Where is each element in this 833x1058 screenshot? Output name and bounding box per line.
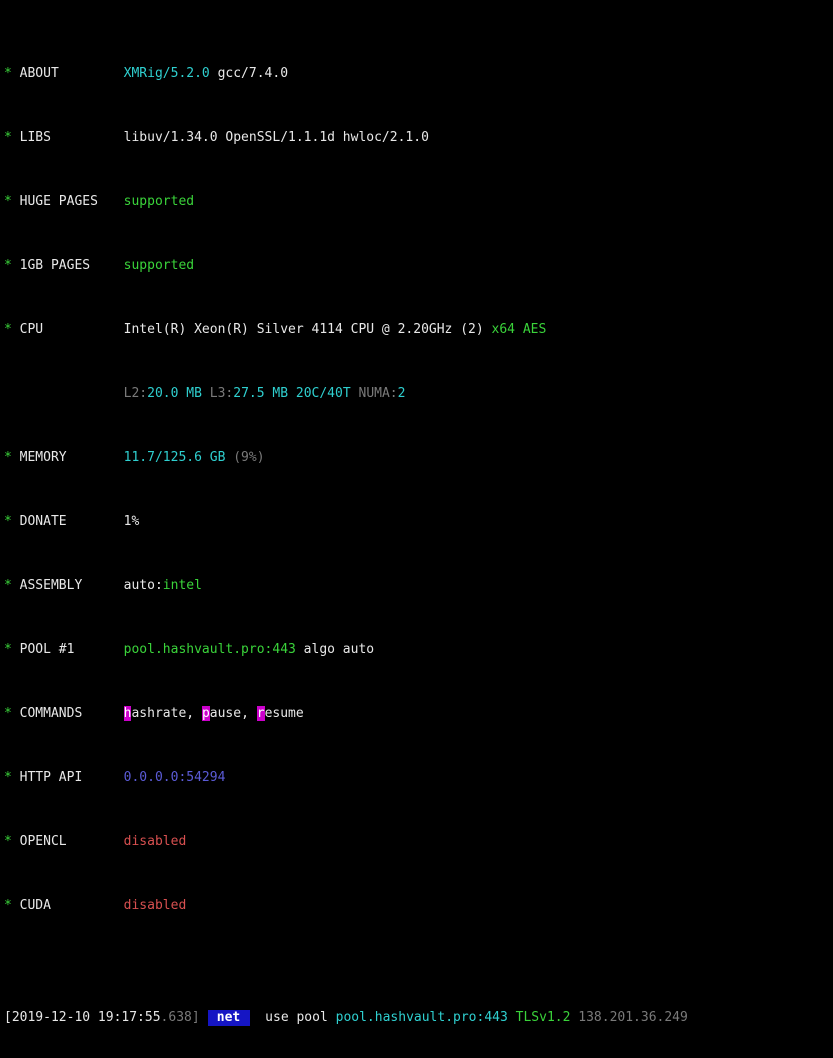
cpu-l2-key: L2:: [123, 386, 148, 401]
bullet-icon: *: [4, 130, 12, 145]
banner-row-huge-pages: * HUGE PAGES supported: [4, 194, 833, 210]
bullet-icon: *: [4, 194, 12, 209]
banner-label-about: ABOUT: [19, 66, 59, 81]
log-msg: use pool: [265, 1010, 328, 1025]
cpu-l3-value: 27.5 MB: [233, 386, 289, 401]
log-tag-net: net: [207, 1010, 250, 1026]
log-timestamp-ms: .638]: [160, 1010, 200, 1025]
bullet-icon: *: [4, 258, 12, 273]
banner-label-commands: COMMANDS: [19, 706, 83, 721]
banner-row-1gb-pages: * 1GB PAGES supported: [4, 258, 833, 274]
banner-label-http-api: HTTP API: [19, 770, 83, 785]
cpu-sockets: (2): [460, 322, 484, 337]
command-pause-rest: ause,: [209, 706, 249, 721]
command-hashrate-rest: ashrate,: [131, 706, 195, 721]
banner-label-libs: LIBS: [19, 130, 51, 145]
pool-algo: algo auto: [303, 642, 375, 657]
bullet-icon: *: [4, 578, 12, 593]
banner-row-about: * ABOUT XMRig/5.2.0 gcc/7.4.0: [4, 66, 833, 82]
banner-label-cuda: CUDA: [19, 898, 51, 913]
banner-label-pool: POOL #1: [19, 642, 75, 657]
banner-row-memory: * MEMORY 11.7/125.6 GB (9%): [4, 450, 833, 466]
banner-label-huge-pages: HUGE PAGES: [19, 194, 98, 209]
cpu-flags: x64 AES: [491, 322, 547, 337]
donate-value: 1%: [123, 514, 140, 529]
about-compiler: gcc/7.4.0: [217, 66, 289, 81]
bullet-icon: *: [4, 834, 12, 849]
banner-row-pool: * POOL #1 pool.hashvault.pro:443 algo aut…: [4, 642, 833, 658]
cpu-l3-key: L3:: [209, 386, 234, 401]
assembly-target: intel: [162, 578, 202, 593]
opencl-status: disabled: [123, 834, 187, 849]
cpu-numa-key: NUMA:: [358, 386, 398, 401]
banner-row-donate: * DONATE 1%: [4, 514, 833, 530]
about-version: XMRig/5.2.0: [123, 66, 210, 81]
log-tls: TLSv1.2: [515, 1010, 571, 1025]
cpu-model: Intel(R) Xeon(R) Silver 4114 CPU @ 2.20G…: [123, 322, 453, 337]
banner-row-cpu-cache: L2:20.0 MB L3:27.5 MB 20C/40T NUMA:2: [4, 386, 833, 402]
log-pool: pool.hashvault.pro:443: [335, 1010, 508, 1025]
bullet-icon: *: [4, 450, 12, 465]
banner-label-1gb-pages: 1GB PAGES: [19, 258, 91, 273]
http-api-address: 0.0.0.0:54294: [123, 770, 226, 785]
log-timestamp: [2019-12-10 19:17:55: [4, 1010, 161, 1025]
banner-row-http-api: * HTTP API 0.0.0.0:54294: [4, 770, 833, 786]
bullet-icon: *: [4, 770, 12, 785]
huge-pages-status: supported: [123, 194, 195, 209]
banner-label-donate: DONATE: [19, 514, 67, 529]
memory-percent: (9%): [233, 450, 265, 465]
banner-label-cpu: CPU: [19, 322, 44, 337]
libs-value: libuv/1.34.0 OpenSSL/1.1.1d hwloc/2.1.0: [123, 130, 429, 145]
cuda-status: disabled: [123, 898, 187, 913]
banner-row-cuda: * CUDA disabled: [4, 898, 833, 914]
banner-row-opencl: * OPENCL disabled: [4, 834, 833, 850]
banner-label-memory: MEMORY: [19, 450, 67, 465]
bullet-icon: *: [4, 66, 12, 81]
1gb-pages-status: supported: [123, 258, 195, 273]
banner-label-opencl: OPENCL: [19, 834, 67, 849]
cpu-cores-threads: 20C/40T: [295, 386, 351, 401]
log-ip: 138.201.36.249: [578, 1010, 688, 1025]
bullet-icon: *: [4, 706, 12, 721]
command-resume-rest: esume: [264, 706, 304, 721]
command-resume-key[interactable]: r: [256, 706, 265, 721]
pool-address: pool.hashvault.pro:443: [123, 642, 296, 657]
banner-label-assembly: ASSEMBLY: [19, 578, 83, 593]
banner-row-assembly: * ASSEMBLY auto:intel: [4, 578, 833, 594]
bullet-icon: *: [4, 514, 12, 529]
bullet-icon: *: [4, 642, 12, 657]
command-pause-key[interactable]: p: [201, 706, 210, 721]
log-line: [2019-12-10 19:17:55.638] net use pool p…: [4, 1010, 833, 1026]
assembly-mode: auto:: [123, 578, 163, 593]
cpu-numa-value: 2: [397, 386, 406, 401]
cpu-l2-value: 20.0 MB: [147, 386, 202, 401]
banner-row-libs: * LIBS libuv/1.34.0 OpenSSL/1.1.1d hwloc/…: [4, 130, 833, 146]
banner-row-cpu: * CPU Intel(R) Xeon(R) Silver 4114 CPU @ …: [4, 322, 833, 338]
bullet-icon: *: [4, 322, 12, 337]
bullet-icon: *: [4, 898, 12, 913]
command-hashrate-key[interactable]: h: [123, 706, 132, 721]
banner-row-commands: * COMMANDS hashrate, pause, resume: [4, 706, 833, 722]
memory-value: 11.7/125.6 GB: [123, 450, 226, 465]
